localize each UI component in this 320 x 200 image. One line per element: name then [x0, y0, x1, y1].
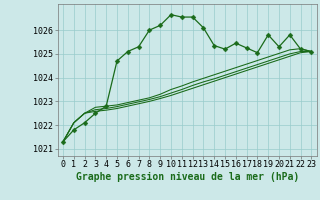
X-axis label: Graphe pression niveau de la mer (hPa): Graphe pression niveau de la mer (hPa) [76, 172, 299, 182]
